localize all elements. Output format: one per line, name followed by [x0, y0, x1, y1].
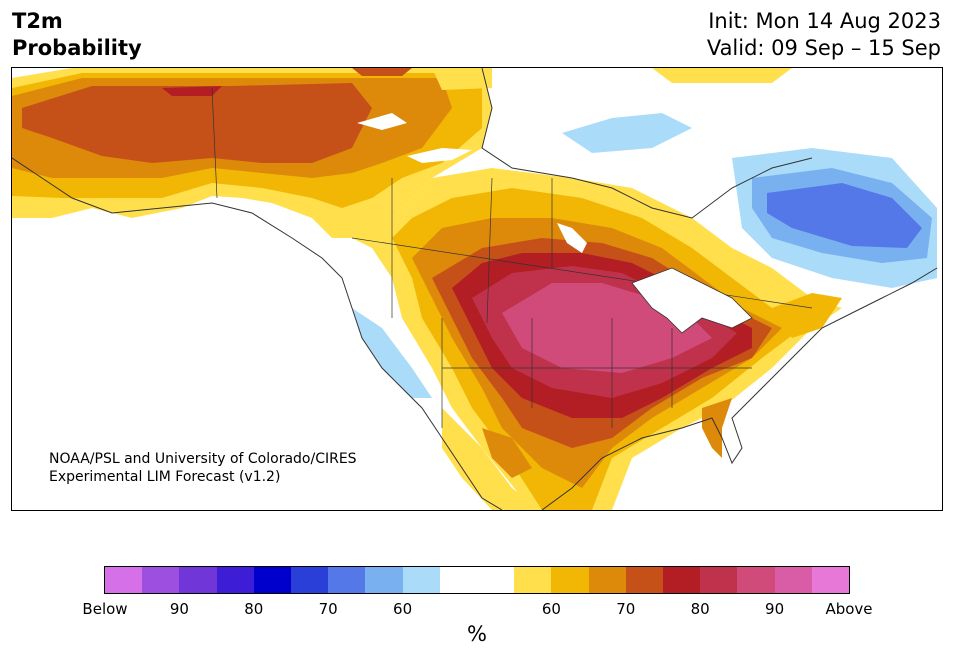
colorbar-tick-label: 70	[318, 600, 338, 618]
borders	[211, 87, 813, 428]
colorbar-swatch	[625, 567, 664, 593]
colorbar-tick-label: Above	[825, 600, 873, 618]
colorbar-swatch	[811, 567, 850, 593]
arctic-warm-75	[352, 68, 412, 76]
colorbar-swatch	[514, 567, 552, 593]
colorbar-unit: %	[467, 622, 487, 646]
colorbar-swatch	[216, 567, 254, 593]
arctic-warm-strip	[432, 68, 492, 90]
coastlines	[12, 68, 938, 510]
colorbar-swatch	[328, 567, 366, 593]
colorbar-swatch	[663, 567, 701, 593]
colorbar-tick-label: 60	[393, 600, 413, 618]
colorbar-swatch	[142, 567, 180, 593]
colorbar-swatch	[402, 567, 440, 593]
colorbar-swatch	[774, 567, 812, 593]
colorbar-swatch	[477, 567, 515, 593]
colorbar-tick-label: 70	[616, 600, 636, 618]
init-date: Init: Mon 14 Aug 2023	[708, 9, 941, 33]
colorbar-swatch	[439, 567, 478, 593]
colorbar-tick-label: 90	[765, 600, 785, 618]
forecast-map	[11, 67, 943, 511]
credit-text: NOAA/PSL and University of Colorado/CIRE…	[49, 450, 357, 486]
colorbar-swatch	[551, 567, 589, 593]
nunavut-cold-60	[562, 113, 692, 153]
colorbar-swatch	[365, 567, 403, 593]
colorbar-swatch	[588, 567, 626, 593]
alaska-warm-75	[22, 83, 372, 163]
colorbar-tick-label: Below	[82, 600, 128, 618]
figure-title-right: Init: Mon 14 Aug 2023 Valid: 09 Sep – 15…	[707, 8, 941, 62]
colorbar-swatch	[253, 567, 292, 593]
colorbar-tick-label: 90	[169, 600, 189, 618]
colorbar-tick-label: 80	[244, 600, 264, 618]
mexico-warm-70	[482, 428, 532, 478]
credit-line-1: NOAA/PSL and University of Colorado/CIRE…	[49, 451, 357, 467]
colorbar-swatch	[105, 567, 143, 593]
colorbar-tick-label: 80	[690, 600, 710, 618]
credit-line-2: Experimental LIM Forecast (v1.2)	[49, 469, 281, 485]
mexico-warm	[442, 408, 542, 510]
labrador-cold-80	[767, 183, 922, 248]
lake-winnipeg	[557, 223, 587, 253]
great-lakes	[631, 267, 753, 334]
colorbar-swatch	[700, 567, 738, 593]
alaska-warm-80	[162, 86, 222, 96]
figure-title-left: T2m Probability	[12, 8, 142, 62]
great-slave-lake	[407, 148, 472, 163]
valid-range: Valid: 09 Sep – 15 Sep	[706, 36, 941, 60]
colorbar-swatch	[737, 567, 775, 593]
arctic-top-yellow	[652, 68, 792, 83]
variable-label: T2m	[12, 9, 63, 33]
great-bear-lake	[357, 113, 407, 130]
colorbar-tick-label: 60	[541, 600, 561, 618]
map-svg	[12, 68, 942, 510]
west-coast-cold	[352, 308, 432, 398]
product-label: Probability	[12, 36, 142, 60]
colorbar	[104, 566, 850, 594]
colorbar-swatch	[291, 567, 329, 593]
colorbar-swatch	[179, 567, 217, 593]
